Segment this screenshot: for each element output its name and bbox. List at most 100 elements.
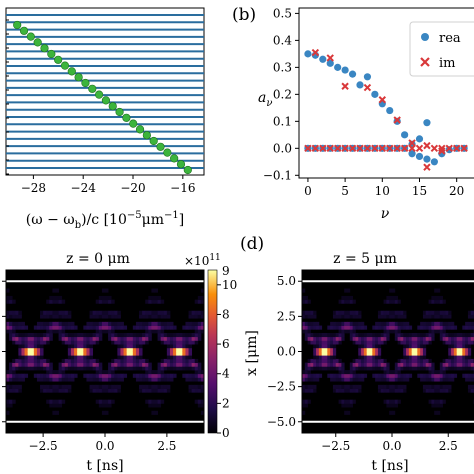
heat-cell	[86, 355, 90, 360]
heat-cell	[98, 377, 103, 382]
heat-cell	[67, 336, 72, 341]
heat-cell	[6, 384, 10, 389]
heat-cell	[442, 340, 446, 345]
heat-cell	[36, 355, 41, 360]
heat-cell	[89, 358, 94, 364]
heat-cell	[397, 384, 401, 389]
heat-cell	[338, 384, 342, 389]
heat-cell	[145, 329, 149, 334]
heat-cell	[310, 325, 314, 330]
heat-cell	[451, 325, 455, 330]
heat-cell	[117, 384, 121, 389]
heat-cell	[117, 355, 121, 360]
heat-cell	[358, 314, 362, 319]
heat-cell	[148, 370, 152, 375]
heat-cell	[154, 399, 158, 404]
heat-cell	[448, 340, 452, 345]
heat-cell	[431, 373, 435, 378]
heat-cell	[372, 336, 376, 341]
heat-cell	[439, 336, 444, 341]
heat-cell	[132, 358, 137, 364]
heat-cell	[330, 344, 334, 349]
heat-cell	[70, 347, 75, 352]
heat-cell	[414, 336, 418, 341]
heat-cell	[55, 399, 59, 404]
point-rea	[341, 66, 349, 74]
heat-cell	[145, 377, 149, 382]
heat-cell	[67, 351, 72, 356]
heat-cell	[185, 351, 189, 356]
heat-cell	[135, 336, 140, 341]
heat-cell	[111, 325, 115, 330]
heat-cell	[375, 358, 379, 364]
heat-cell	[369, 347, 373, 352]
heat-cell	[18, 336, 22, 341]
heat-cell	[197, 299, 202, 304]
heat-cell	[166, 351, 171, 356]
data-point	[115, 107, 124, 117]
heat-cell	[9, 332, 13, 338]
chart-d-title: z = 5 μm	[333, 251, 397, 267]
heat-cell	[142, 388, 146, 393]
heat-cell	[445, 310, 449, 315]
heat-cell	[194, 314, 199, 319]
heat-cell	[163, 373, 168, 378]
heat-cell	[338, 399, 342, 404]
heat-cell	[92, 321, 97, 326]
heat-cell	[448, 362, 452, 367]
heat-cell	[179, 355, 183, 360]
heat-cell	[307, 329, 311, 334]
heat-cell	[40, 310, 44, 315]
heat-cell	[380, 377, 384, 382]
heat-cell	[117, 373, 121, 378]
heat-cell	[182, 373, 186, 378]
heat-cell	[101, 403, 106, 408]
heat-cell	[154, 325, 158, 330]
heat-cell	[182, 332, 186, 338]
point-im	[408, 139, 416, 147]
heat-cell	[375, 321, 379, 326]
heat-cell	[330, 373, 334, 378]
heat-cell	[448, 358, 452, 364]
heat-cell	[453, 358, 458, 364]
heat-cell	[151, 310, 155, 315]
data-point	[13, 20, 22, 30]
heat-cell	[89, 362, 94, 367]
heat-cell	[330, 340, 334, 345]
heat-cell	[123, 325, 128, 330]
heat-cell	[30, 340, 35, 345]
heat-cell	[15, 314, 19, 319]
heat-cell	[380, 384, 384, 389]
heat-cell	[316, 321, 320, 326]
heat-cell	[33, 347, 38, 352]
heat-cell	[434, 310, 438, 315]
heat-cell	[92, 310, 97, 315]
heat-cell	[182, 340, 186, 345]
point-rea	[415, 135, 424, 143]
heat-cell	[55, 288, 59, 293]
heat-cell	[344, 410, 348, 415]
heat-cell	[61, 366, 66, 371]
heat-cell	[439, 377, 444, 382]
heat-cell	[129, 355, 134, 360]
heat-cell	[366, 355, 370, 360]
heat-cell	[406, 325, 410, 330]
heat-cell	[310, 373, 314, 378]
heat-cell	[302, 377, 306, 382]
heat-cell	[428, 384, 432, 389]
heat-cell	[135, 362, 140, 367]
heat-cell	[358, 321, 362, 326]
heat-cell	[126, 332, 131, 338]
heat-cell	[386, 384, 390, 389]
heat-cell	[49, 373, 53, 378]
heat-cell	[467, 355, 472, 360]
heat-cell	[448, 310, 452, 315]
heat-cell	[142, 325, 146, 330]
heat-cell	[70, 366, 75, 371]
heat-cell	[154, 299, 158, 304]
heat-cell	[394, 332, 399, 338]
heat-cell	[67, 358, 72, 364]
heat-cell	[24, 340, 29, 345]
heat-cell	[101, 321, 106, 326]
